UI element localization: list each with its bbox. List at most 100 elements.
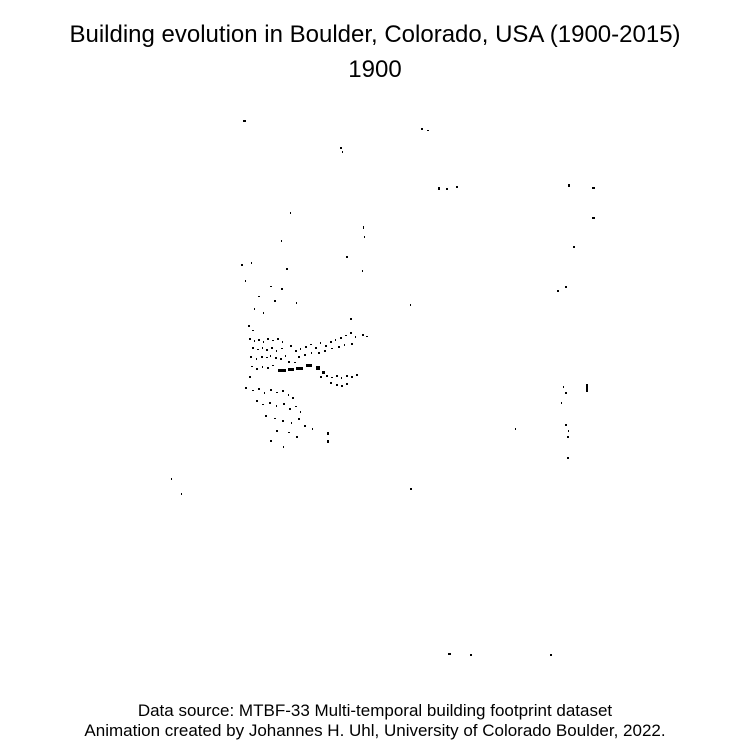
building-footprint <box>320 342 321 344</box>
building-footprint <box>265 415 267 417</box>
animation-title: Building evolution in Boulder, Colorado,… <box>69 21 681 48</box>
building-footprint <box>362 334 364 336</box>
building-footprint <box>263 312 264 314</box>
building-footprint <box>262 347 263 349</box>
building-footprint <box>565 392 567 394</box>
building-footprint <box>366 336 368 337</box>
building-footprint <box>351 343 353 345</box>
building-footprint <box>342 151 343 153</box>
building-footprint <box>340 337 342 339</box>
building-footprint <box>550 654 552 656</box>
author-credit: Animation created by Johannes H. Uhl, Un… <box>84 721 666 740</box>
building-footprint <box>300 348 301 350</box>
building-footprint <box>258 339 260 341</box>
building-footprint <box>438 187 440 190</box>
building-footprint <box>281 240 282 242</box>
building-footprint <box>331 377 333 378</box>
building-footprint <box>304 425 306 427</box>
building-footprint <box>568 430 569 432</box>
building-footprint <box>289 408 291 410</box>
building-footprint <box>325 345 327 347</box>
building-footprint <box>256 358 257 360</box>
building-footprint <box>351 376 353 378</box>
building-footprint <box>282 420 284 422</box>
building-footprint <box>267 338 269 340</box>
building-footprint <box>410 488 412 490</box>
building-footprint <box>304 354 306 356</box>
building-footprint <box>252 390 254 391</box>
building-footprint <box>322 371 325 374</box>
building-footprint <box>356 374 358 376</box>
building-footprint <box>586 384 588 392</box>
building-footprint <box>567 457 569 459</box>
building-footprint <box>276 350 277 352</box>
building-footprint <box>350 318 352 320</box>
building-footprint <box>292 397 294 399</box>
building-footprint <box>331 348 333 349</box>
building-footprint <box>312 428 313 430</box>
building-footprint <box>427 130 429 131</box>
building-footprint <box>270 440 272 442</box>
building-footprint <box>171 478 172 480</box>
building-footprint <box>270 286 272 287</box>
building-footprint <box>318 352 320 354</box>
building-footprint <box>282 390 284 392</box>
building-footprint <box>276 430 278 432</box>
building-footprint <box>276 405 277 407</box>
building-footprint <box>266 357 268 358</box>
building-footprint <box>288 432 290 433</box>
building-footprint <box>346 256 348 258</box>
building-footprint <box>568 184 570 187</box>
building-footprint <box>567 436 569 438</box>
building-footprint <box>336 375 338 377</box>
building-footprint <box>364 236 365 238</box>
building-footprint <box>270 389 272 391</box>
building-footprint <box>274 300 276 302</box>
building-footprint <box>256 368 258 370</box>
building-footprint <box>345 335 347 336</box>
building-footprint <box>270 355 271 357</box>
building-footprint <box>288 394 289 396</box>
building-footprint <box>346 375 348 377</box>
building-footprint <box>573 246 575 248</box>
building-footprint <box>252 347 254 349</box>
building-footprint <box>243 120 246 122</box>
building-footprint <box>290 212 291 214</box>
building-footprint <box>249 376 251 378</box>
building-footprint <box>362 270 363 272</box>
building-footprint <box>254 308 255 310</box>
building-footprint <box>241 264 243 266</box>
building-footprint <box>251 262 252 264</box>
building-footprint <box>272 365 274 366</box>
building-footprint <box>330 382 332 384</box>
building-footprint <box>350 332 352 334</box>
building-footprint <box>285 355 286 357</box>
building-footprint <box>305 346 307 348</box>
building-footprint <box>592 217 595 219</box>
building-footprint <box>565 286 567 288</box>
building-footprint <box>261 356 263 358</box>
building-footprint <box>245 387 247 389</box>
building-footprint <box>306 364 312 367</box>
building-footprint <box>296 302 297 304</box>
building-footprint <box>267 367 269 369</box>
building-footprint <box>275 357 277 359</box>
building-footprint <box>355 336 356 338</box>
building-footprint <box>281 288 283 290</box>
building-footprint <box>181 493 182 495</box>
building-footprint <box>340 147 342 149</box>
building-footprint <box>250 356 252 358</box>
building-footprint <box>563 386 564 388</box>
building-footprint <box>283 403 285 405</box>
building-footprint <box>311 352 312 354</box>
building-footprint <box>290 345 292 347</box>
building-footprint <box>324 350 326 352</box>
building-footprint <box>470 654 472 656</box>
building-footprint <box>327 440 329 443</box>
building-footprint <box>257 349 259 350</box>
building-footprint <box>592 187 595 189</box>
building-footprint <box>448 653 451 655</box>
building-footprint <box>262 404 264 405</box>
building-footprint <box>341 377 342 379</box>
building-footprint <box>283 446 284 448</box>
